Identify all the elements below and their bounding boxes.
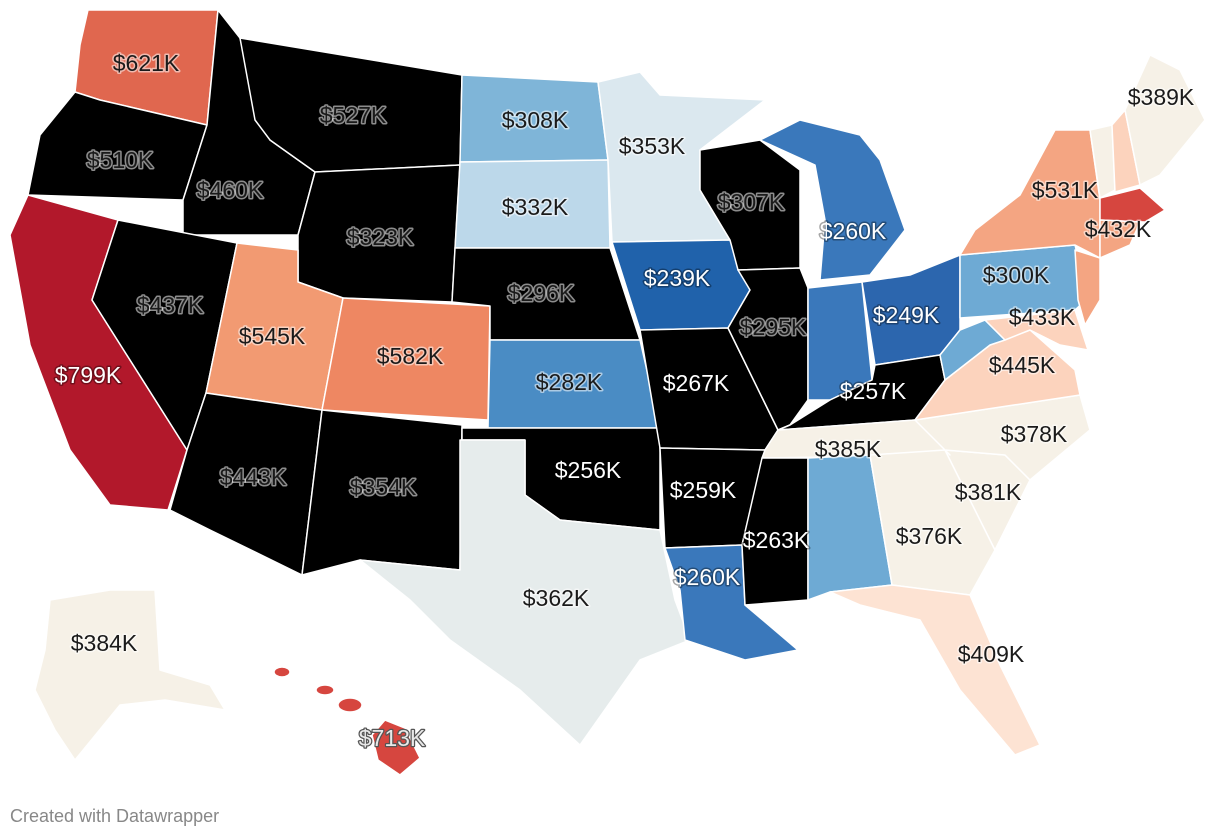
label-OR: $510K bbox=[87, 147, 154, 173]
state-labels: $621K $510K $799K $460K $437K $527K $323… bbox=[53, 49, 1196, 753]
label-NE: $296K bbox=[508, 280, 575, 306]
label-AK: $384K bbox=[71, 630, 138, 656]
state-alaska[interactable] bbox=[34, 589, 226, 761]
state-massachusetts[interactable] bbox=[1099, 187, 1166, 223]
state-georgia[interactable] bbox=[869, 449, 996, 596]
label-TX: $362K bbox=[523, 585, 590, 611]
hawaii-island-big bbox=[371, 719, 421, 776]
state-maine[interactable] bbox=[1124, 54, 1206, 186]
label-WY: $323K bbox=[347, 224, 414, 250]
label-ID: $460K bbox=[197, 177, 264, 203]
label-GA: $376K bbox=[896, 523, 963, 549]
label-AZ: $443K bbox=[220, 464, 287, 490]
label-NV: $437K bbox=[137, 292, 204, 318]
label-MO: $267K bbox=[663, 370, 730, 396]
label-TN: $385K bbox=[815, 436, 882, 462]
label-SD: $332K bbox=[502, 194, 569, 220]
state-maryland[interactable] bbox=[984, 309, 1089, 351]
label-CO: $582K bbox=[377, 343, 444, 369]
label-FL: $409K bbox=[958, 641, 1025, 667]
state-hawaii[interactable] bbox=[273, 666, 421, 776]
label-UT: $545K bbox=[239, 323, 306, 349]
label-OH: $249K bbox=[873, 302, 940, 328]
label-VA: $445K bbox=[989, 352, 1056, 378]
state-north-carolina[interactable] bbox=[914, 394, 1091, 481]
label-IL: $295K bbox=[740, 314, 807, 340]
label-NM: $354K bbox=[350, 474, 417, 500]
label-MN: $353K bbox=[619, 133, 686, 159]
label-CA: $799K bbox=[55, 362, 122, 388]
hawaii-island-maui bbox=[337, 697, 363, 713]
label-ND: $308K bbox=[502, 107, 569, 133]
datawrapper-credit[interactable]: Created with Datawrapper bbox=[10, 806, 220, 826]
us-choropleth-map: $621K $510K $799K $460K $437K $527K $323… bbox=[9, 9, 1206, 776]
label-IA: $239K bbox=[644, 265, 711, 291]
hawaii-island-kauai bbox=[273, 666, 291, 678]
label-NY: $531K bbox=[1032, 177, 1099, 203]
label-MA: $432K bbox=[1085, 216, 1152, 242]
label-MT: $527K bbox=[320, 102, 387, 128]
label-MS: $263K bbox=[743, 527, 810, 553]
state-michigan[interactable] bbox=[759, 119, 906, 281]
state-connecticut[interactable] bbox=[1099, 219, 1141, 259]
label-WI: $307K bbox=[718, 189, 785, 215]
label-PA: $300K bbox=[983, 262, 1050, 288]
label-OK: $256K bbox=[555, 457, 622, 483]
hawaii-island-oahu bbox=[315, 684, 335, 696]
label-KS: $282K bbox=[536, 369, 603, 395]
label-LA: $260K bbox=[674, 564, 741, 590]
label-NC: $378K bbox=[1001, 421, 1068, 447]
label-WA: $621K bbox=[113, 50, 180, 76]
state-texas[interactable] bbox=[359, 439, 691, 746]
label-MD: $433K bbox=[1009, 304, 1076, 330]
label-ME: $389K bbox=[1128, 84, 1195, 110]
label-MI: $260K bbox=[820, 218, 887, 244]
label-SC: $381K bbox=[955, 479, 1022, 505]
label-HI: $713K bbox=[359, 725, 426, 751]
label-KY: $257K bbox=[840, 378, 907, 404]
state-florida[interactable] bbox=[829, 584, 1041, 756]
state-mississippi[interactable] bbox=[741, 457, 809, 606]
state-new-jersey[interactable] bbox=[1074, 249, 1101, 326]
label-AR: $259K bbox=[670, 477, 737, 503]
